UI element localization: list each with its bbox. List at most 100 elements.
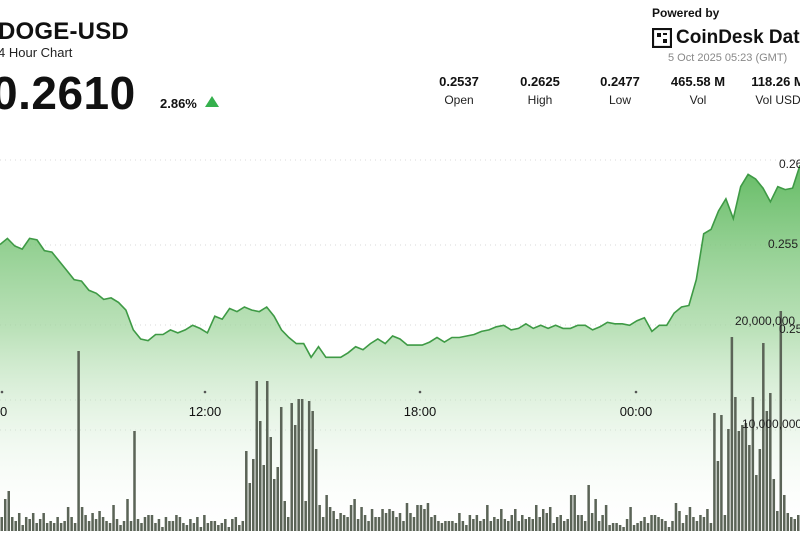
- volume-bar: [241, 521, 245, 531]
- volume-bar: [17, 513, 21, 531]
- volume-bar: [454, 523, 458, 531]
- volume-bar: [66, 507, 70, 531]
- volume-bar: [206, 523, 210, 531]
- volume-bar: [311, 411, 314, 531]
- volume-bar: [713, 413, 716, 531]
- volume-bar: [252, 459, 255, 531]
- stat-value: 118.26 M: [751, 74, 800, 89]
- volume-bar: [227, 527, 231, 531]
- volume-bar: [318, 505, 321, 531]
- volume-bar: [63, 521, 66, 531]
- volume-bar: [688, 507, 692, 531]
- volume-bar: [597, 521, 601, 531]
- volume-bar: [636, 523, 639, 531]
- volume-bar: [569, 495, 573, 531]
- volume-bar: [769, 393, 772, 531]
- volume-bar: [699, 515, 702, 531]
- volume-bar: [562, 521, 566, 531]
- stat-value: 0.2537: [439, 74, 479, 89]
- volume-bar: [168, 521, 171, 531]
- volume-bar: [84, 515, 87, 531]
- coindesk-icon: [651, 27, 673, 49]
- volume-bar: [290, 403, 293, 531]
- volume-bar: [328, 507, 332, 531]
- volume-bar: [622, 527, 625, 531]
- volume-bar: [279, 407, 283, 531]
- volume-bar: [430, 517, 433, 531]
- volume-bar: [7, 491, 10, 531]
- volume-bar: [367, 521, 370, 531]
- volume-bar: [618, 525, 622, 531]
- volume-bar: [521, 515, 524, 531]
- volume-bar: [783, 495, 786, 531]
- x-tick-mark: [634, 390, 638, 394]
- volume-bar: [517, 521, 521, 531]
- stat-open: 0.2537 Open: [419, 74, 499, 107]
- volume-bar: [384, 513, 388, 531]
- volume-bar: [409, 513, 412, 531]
- volume-bar: [734, 397, 737, 531]
- x-tick-mark: [418, 390, 422, 394]
- volume-bar: [500, 509, 503, 531]
- volume-bar: [776, 511, 779, 531]
- coindesk-logo[interactable]: CoinDesk Data: [651, 25, 800, 51]
- volume-bar: [650, 515, 653, 531]
- volume-bar: [702, 517, 706, 531]
- volume-bar: [262, 465, 266, 531]
- volume-bar: [475, 515, 479, 531]
- volume-bar: [3, 499, 7, 531]
- volume-bar: [80, 507, 84, 531]
- volume-bar: [674, 503, 678, 531]
- volume-bar: [737, 431, 741, 531]
- volume-bar: [625, 519, 629, 531]
- volume-bar: [105, 521, 108, 531]
- volume-bar: [77, 351, 80, 531]
- volume-bar: [192, 523, 196, 531]
- up-arrow-icon: [205, 96, 219, 107]
- volume-bar: [555, 517, 559, 531]
- stat-low: 0.2477 Low: [580, 74, 660, 107]
- volume-bar: [716, 461, 720, 531]
- volume-bar: [639, 521, 643, 531]
- volume-bar: [349, 505, 353, 531]
- volume-bar: [727, 429, 730, 531]
- volume-bar: [217, 525, 220, 531]
- volume-bar: [395, 517, 398, 531]
- volume-bar: [744, 423, 748, 531]
- y-tick-label: 0.255: [768, 237, 798, 251]
- brand-text: CoinDesk Data: [676, 27, 800, 48]
- x-tick-label: 12:00: [189, 404, 222, 419]
- volume-bar: [293, 425, 297, 531]
- volume-bar: [573, 495, 576, 531]
- volume-bar: [70, 517, 73, 531]
- volume-bar: [751, 397, 755, 531]
- x-tick-mark: [0, 390, 4, 394]
- volume-bar: [611, 523, 615, 531]
- current-price: 0.2610: [0, 67, 136, 119]
- volume-bar: [461, 521, 465, 531]
- volume-bar: [458, 513, 461, 531]
- volume-bar: [405, 503, 409, 531]
- volume-bar: [587, 485, 590, 531]
- volume-bar: [447, 521, 451, 531]
- volume-bar: [772, 479, 776, 531]
- volume-bar: [657, 517, 660, 531]
- volume-bar: [196, 517, 199, 531]
- volume-bar: [580, 515, 583, 531]
- volume-bar: [377, 517, 381, 531]
- volume-bar: [147, 515, 150, 531]
- volume-bar: [73, 523, 77, 531]
- volume-bar: [304, 501, 307, 531]
- volume-bar: [629, 507, 632, 531]
- volume-bar: [503, 519, 507, 531]
- price-change: 2.86%: [160, 96, 197, 111]
- volume-bar: [108, 523, 112, 531]
- stat-value: 0.2477: [600, 74, 640, 89]
- volume-bar: [566, 519, 569, 531]
- volume-bar: [412, 517, 416, 531]
- volume-bar: [451, 521, 454, 531]
- volume-bar: [59, 523, 63, 531]
- volume-bar: [723, 515, 727, 531]
- volume-bar: [24, 517, 28, 531]
